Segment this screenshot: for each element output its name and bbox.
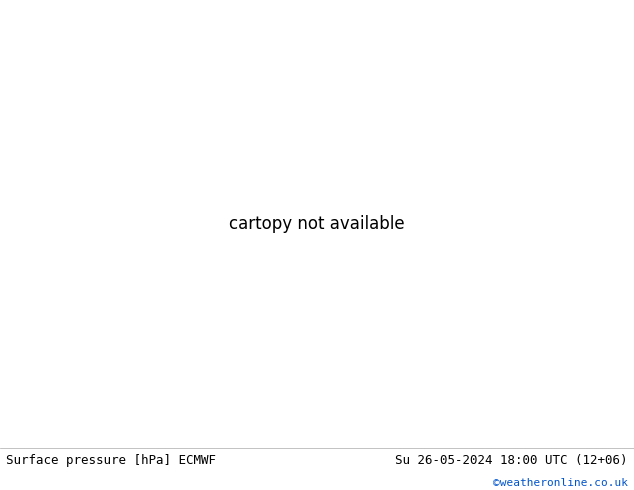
Text: Surface pressure [hPa] ECMWF: Surface pressure [hPa] ECMWF xyxy=(6,454,216,466)
Text: cartopy not available: cartopy not available xyxy=(229,215,405,233)
Text: Su 26-05-2024 18:00 UTC (12+06): Su 26-05-2024 18:00 UTC (12+06) xyxy=(395,454,628,466)
Text: ©weatheronline.co.uk: ©weatheronline.co.uk xyxy=(493,477,628,488)
